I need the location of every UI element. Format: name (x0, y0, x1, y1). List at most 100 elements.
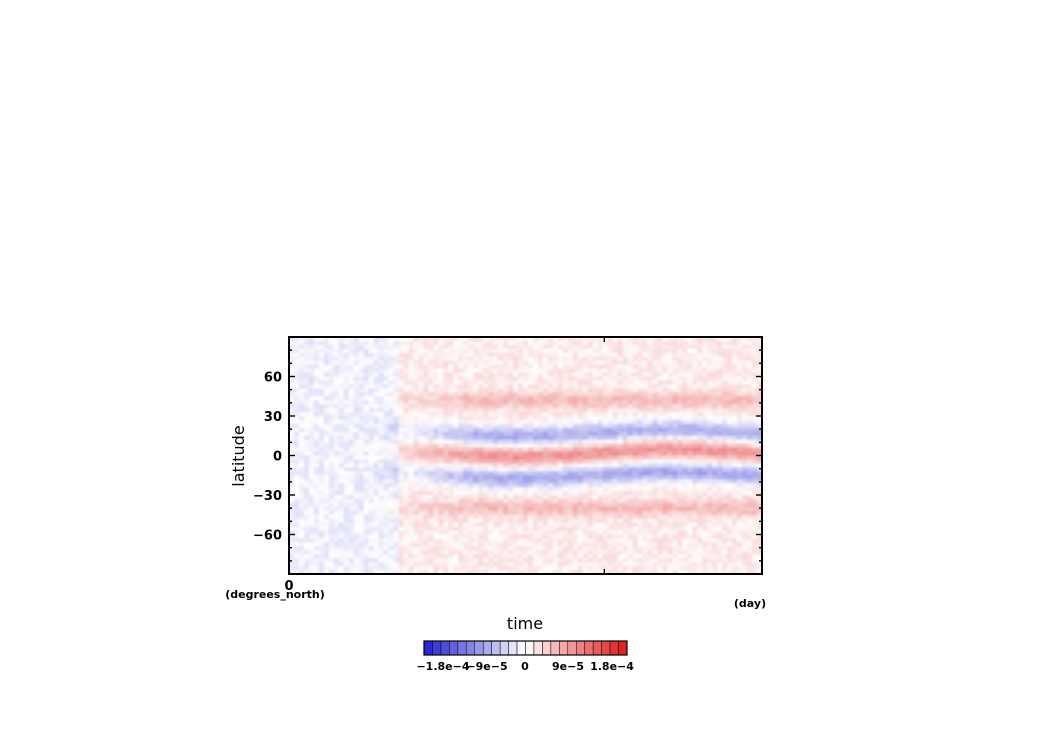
heatmap-cell (353, 459, 360, 464)
heatmap-cell (378, 570, 385, 574)
heatmap-cell (473, 356, 479, 362)
heatmap-cell (617, 356, 624, 362)
heatmap-cell (333, 514, 340, 520)
heatmap-cell (378, 487, 385, 492)
heatmap-cell (637, 416, 644, 421)
heatmap-cell (607, 372, 614, 378)
heatmap-cell (667, 554, 673, 559)
heatmap-cell (527, 451, 534, 457)
heatmap-cell (697, 495, 703, 500)
heatmap-cell (672, 491, 678, 496)
heatmap-cell (617, 534, 624, 540)
heatmap-cell (503, 364, 509, 370)
heatmap-cell (527, 435, 534, 441)
heatmap-cell (532, 534, 539, 540)
heatmap-cell (473, 526, 479, 532)
heatmap-cell (498, 451, 504, 457)
heatmap-cell (577, 380, 584, 385)
heatmap-cell (542, 558, 549, 563)
heatmap-cell (572, 396, 579, 401)
heatmap-cell (318, 475, 325, 480)
heatmap-cell (448, 388, 454, 393)
heatmap-cell (622, 534, 629, 540)
heatmap-cell (692, 384, 698, 389)
heatmap-cell (343, 487, 350, 492)
heatmap-cell (458, 526, 464, 532)
heatmap-cell (692, 550, 698, 555)
heatmap-cell (403, 356, 410, 362)
heatmap-cell (483, 538, 489, 543)
heatmap-cell (592, 356, 599, 362)
heatmap-cell (353, 530, 360, 536)
heatmap-cell (289, 372, 295, 378)
heatmap-cell (453, 538, 459, 543)
heatmap-cell (373, 514, 380, 520)
heatmap-cell (607, 546, 614, 551)
heatmap-cell (597, 352, 604, 358)
heatmap-cell (418, 538, 425, 543)
heatmap-cell (493, 439, 499, 445)
heatmap-cell (423, 479, 430, 484)
heatmap-cell (308, 502, 315, 508)
heatmap-cell (642, 435, 649, 441)
heatmap-cell (567, 451, 574, 457)
heatmap-cell (363, 566, 370, 571)
heatmap-cell (597, 566, 604, 571)
heatmap-cell (378, 459, 385, 464)
heatmap-cell (667, 570, 673, 574)
heatmap-cell (537, 491, 544, 496)
heatmap-cell (333, 475, 340, 480)
heatmap-cell (388, 384, 395, 389)
heatmap-cell (438, 400, 444, 405)
heatmap-cell (388, 566, 395, 571)
heatmap-cell (473, 408, 479, 413)
heatmap-cell (557, 530, 564, 536)
heatmap-cell (483, 522, 489, 528)
heatmap-cell (468, 550, 474, 555)
heatmap-cell (607, 534, 614, 540)
heatmap-cell (378, 447, 385, 453)
heatmap-cell (298, 498, 305, 504)
heatmap-cell (468, 502, 474, 508)
heatmap-cell (348, 455, 355, 461)
heatmap-cell (348, 376, 355, 382)
heatmap-cell (627, 459, 634, 464)
heatmap-cell (647, 372, 654, 378)
heatmap-cell (418, 360, 425, 366)
heatmap-cell (328, 510, 335, 516)
heatmap-cell (493, 550, 499, 555)
heatmap-cell (308, 510, 315, 516)
heatmap-cell (403, 558, 410, 563)
heatmap-cell (542, 427, 549, 433)
heatmap-cell (363, 554, 370, 559)
heatmap-cell (338, 479, 345, 484)
heatmap-cell (622, 416, 629, 421)
heatmap-cell (493, 352, 499, 358)
heatmap-cell (323, 412, 330, 417)
heatmap-cell (303, 546, 310, 551)
heatmap-cell (612, 352, 619, 358)
heatmap-cell (443, 502, 449, 508)
heatmap-cell (393, 562, 400, 567)
heatmap-cell (587, 372, 594, 378)
heatmap-cell (537, 368, 544, 374)
heatmap-cell (463, 538, 469, 543)
heatmap-cell (503, 495, 509, 500)
heatmap-cell (318, 400, 325, 405)
heatmap-cell (602, 451, 609, 457)
heatmap-cell (333, 400, 340, 405)
heatmap-cell (687, 431, 693, 437)
heatmap-cell (358, 526, 365, 532)
heatmap-cell (463, 408, 469, 413)
heatmap-cell (617, 447, 624, 453)
heatmap-cell (473, 495, 479, 500)
heatmap-cell (657, 447, 664, 453)
heatmap-cell (358, 344, 365, 350)
heatmap-cell (607, 439, 614, 445)
heatmap-cell (508, 439, 514, 445)
heatmap-cell (478, 412, 484, 417)
heatmap-cell (343, 467, 350, 472)
heatmap-cell (647, 364, 654, 370)
heatmap-cell (338, 455, 345, 461)
heatmap-cell (702, 396, 708, 401)
